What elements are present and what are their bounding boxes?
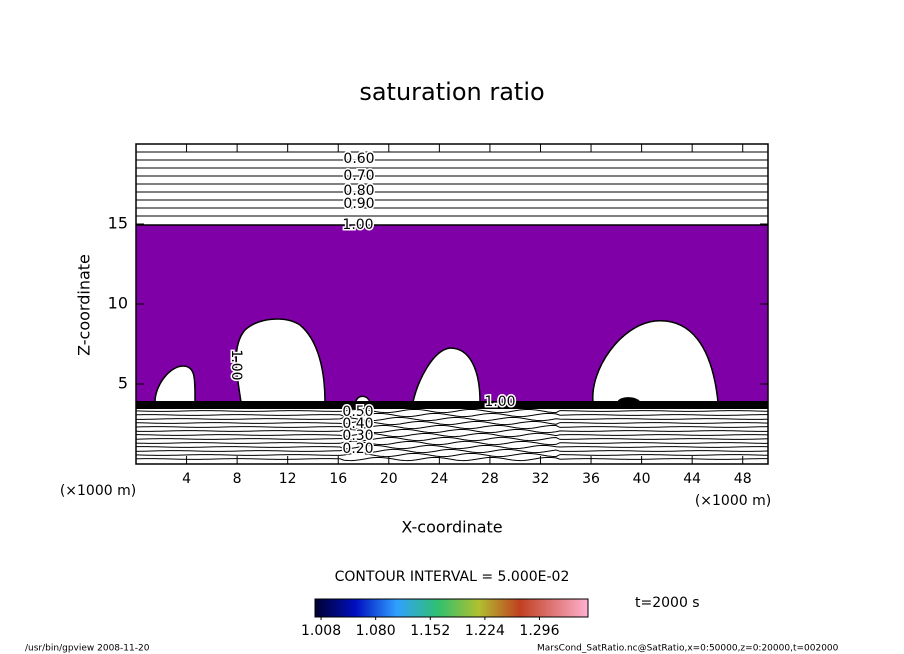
contour-line <box>136 436 768 442</box>
contour-lines <box>136 151 768 462</box>
contour-label: 1.00 <box>228 349 244 380</box>
y-unit-label: (×1000 m) <box>60 483 136 499</box>
x-unit-label: (×1000 m) <box>695 493 771 509</box>
contour-labels: 0.600.700.800.90 1.00 1.00 1.00 0.500.400.30… <box>227 150 518 459</box>
footer-left: /usr/bin/gpview 2008-11-20 <box>25 644 150 654</box>
x-tick-label: 28 <box>481 471 499 487</box>
contour-label: 0.30 <box>342 428 373 444</box>
contour-label: 1.00 <box>484 394 515 410</box>
contour-line <box>136 408 768 414</box>
contour-line <box>136 424 768 430</box>
region <box>592 320 719 403</box>
contour-line <box>136 444 768 450</box>
y-tick-label: 15 <box>108 214 128 233</box>
region <box>154 365 196 403</box>
colorbar-tick-label: 1.152 <box>410 623 450 639</box>
x-tick-label: 48 <box>734 471 752 487</box>
region <box>412 347 481 403</box>
contour-line <box>136 420 768 426</box>
contour-label: 0.90 <box>343 196 374 212</box>
colorbar-tick-label: 1.080 <box>356 623 396 639</box>
x-tick-label: 32 <box>532 471 550 487</box>
contour-line <box>136 448 768 454</box>
contour-line <box>136 432 768 438</box>
contour-line <box>136 416 768 422</box>
contour-label: 0.20 <box>342 441 373 457</box>
x-tick-label: 8 <box>233 471 242 487</box>
contour-label: 0.70 <box>343 168 374 184</box>
y-axis-label: Z-coordinate <box>75 254 94 356</box>
contour-label: 0.80 <box>343 183 374 199</box>
contour-label: 0.60 <box>343 151 374 167</box>
subsaturated-regions <box>154 318 719 403</box>
x-tick-label: 16 <box>329 471 347 487</box>
x-tick-label: 4 <box>182 471 191 487</box>
x-tick-label: 40 <box>633 471 651 487</box>
colorbar-tick-label: 1.008 <box>301 623 341 639</box>
contour-line <box>136 428 768 434</box>
contour-line <box>136 456 768 462</box>
y-tick-label: 5 <box>118 374 128 393</box>
y-tick-label: 10 <box>108 294 128 313</box>
contour-line <box>136 440 768 446</box>
contour-line <box>136 452 768 458</box>
x-axis-label: X-coordinate <box>401 518 502 537</box>
contour-label: 0.50 <box>342 404 373 420</box>
time-label: t=2000 s <box>635 595 700 611</box>
x-tick-label: 24 <box>430 471 448 487</box>
contour-label: 0.40 <box>342 416 373 432</box>
footer-right: MarsCond_SatRatio.nc@SatRatio,x=0:50000,… <box>537 644 839 654</box>
colorbar <box>314 598 589 618</box>
plot-area <box>136 151 768 462</box>
x-tick-label: 20 <box>380 471 398 487</box>
x-tick-label: 36 <box>582 471 600 487</box>
contour-line <box>136 412 768 418</box>
region <box>235 318 326 403</box>
x-tick-label: 12 <box>279 471 297 487</box>
contour-label: 1.00 <box>342 217 373 233</box>
x-tick-label: 44 <box>683 471 701 487</box>
colorbar-tick-label: 1.296 <box>519 623 559 639</box>
chart-title: saturation ratio <box>359 78 544 106</box>
colorbar-tick-label: 1.224 <box>465 623 505 639</box>
contour-interval: CONTOUR INTERVAL = 5.000E-02 <box>335 569 570 585</box>
